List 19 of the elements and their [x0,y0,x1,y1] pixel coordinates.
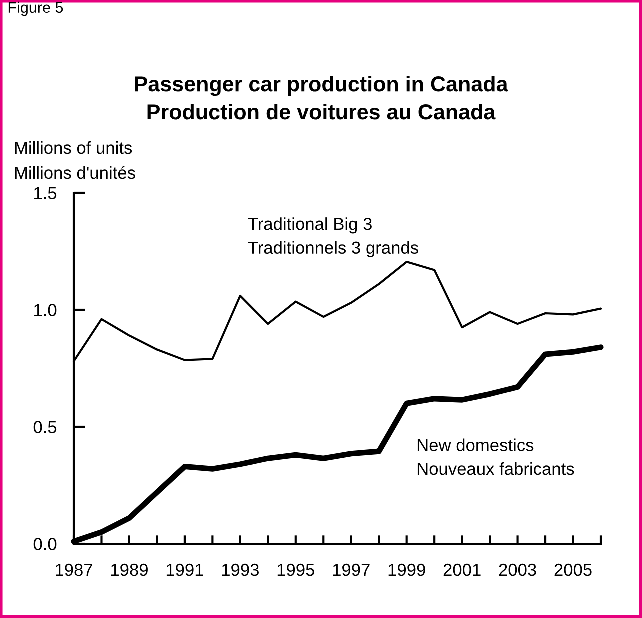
caption: Figure 5 [8,2,64,16]
x-tick-label: 1987 [56,564,92,576]
y-tick-label: 1.0 [34,304,57,316]
series-label: Traditional Big 3 Traditionnels 3 grands [248,218,418,258]
y-tick-label: 1.5 [34,187,57,200]
x-tick-label: 1993 [222,564,259,576]
y-axis-title: Millions of units Millions d'unités [15,141,136,180]
x-tick-label: 2001 [444,564,481,576]
x-tick-label: 1997 [333,564,370,576]
chart-title: Passenger car production in Canada Production de voitures au Canada [135,76,508,120]
series-label: New domestics Nouveaux fabricants [418,438,574,476]
x-tick-label: 1995 [278,564,314,576]
x-tick-label: 2003 [499,564,536,576]
x-tick-label: 1991 [166,564,204,576]
y-tick-label: 0.5 [34,421,57,434]
x-tick-label: 1999 [388,564,426,576]
y-tick-label: 0.0 [34,538,57,550]
x-tick-label: 1989 [111,564,148,576]
x-tick-label: 2005 [554,564,592,576]
